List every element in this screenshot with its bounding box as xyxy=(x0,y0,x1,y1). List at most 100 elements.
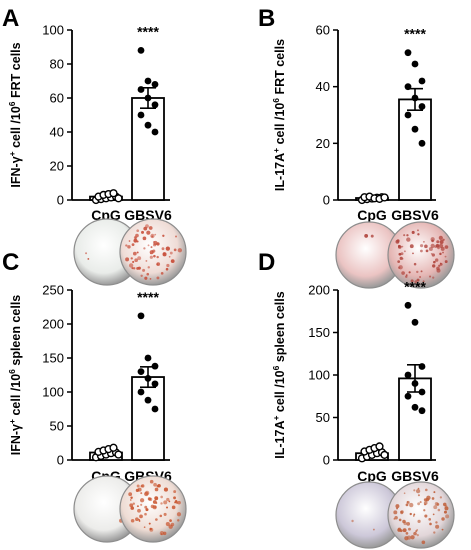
y-axis-label-part: FRT cells xyxy=(273,39,287,98)
elispot-spot xyxy=(405,275,408,278)
elispot-spot xyxy=(420,270,423,273)
elispot-spot xyxy=(402,528,407,533)
elispot-spot xyxy=(432,513,435,516)
elispot-spot xyxy=(439,239,444,244)
elispot-spot xyxy=(144,276,148,280)
elispot-spot xyxy=(137,508,141,513)
y-axis-label-part: cell /10 xyxy=(9,374,23,419)
elispot-spot xyxy=(436,266,440,271)
y-axis-label-superscript: 6 xyxy=(271,98,281,103)
elispot-spot xyxy=(430,252,433,255)
y-tick-label: 200 xyxy=(308,283,330,298)
elispot-spot xyxy=(160,533,163,535)
data-point xyxy=(411,125,419,133)
elispot-spot xyxy=(165,267,169,271)
y-tick-label: 150 xyxy=(308,325,330,340)
elispot-spot xyxy=(430,243,435,248)
elispot-spot xyxy=(429,275,432,278)
elispot-spot xyxy=(165,246,170,251)
data-point xyxy=(151,128,159,136)
elispot-spot xyxy=(438,235,443,240)
panel-d: D 0 50 100 150 200 IL-17A+ cell /106 spleen ce… xyxy=(258,249,455,549)
elispot-spot xyxy=(441,517,445,521)
elispot-spot xyxy=(435,521,438,524)
elispot-spot xyxy=(153,254,156,258)
y-tick-label: 50 xyxy=(50,419,64,434)
elispot-spot xyxy=(423,501,428,505)
elispot-spot xyxy=(173,490,177,494)
elispot-spot xyxy=(148,226,153,230)
elispot-spot xyxy=(419,501,422,504)
y-axis-label-superscript: 6 xyxy=(271,365,281,370)
data-point-open xyxy=(380,450,389,460)
elispot-spot xyxy=(154,496,159,501)
data-point xyxy=(418,139,426,147)
panel-b: B 0 20 40 60 IL-17A+ cell /106 FRT cells CpG GB… xyxy=(258,5,455,289)
elispot-spot xyxy=(409,244,414,249)
elispot-spot xyxy=(428,517,432,521)
elispot-spot xyxy=(412,515,415,517)
data-point xyxy=(137,312,145,320)
elispot-spot xyxy=(127,245,131,249)
elispot-spot xyxy=(147,266,150,269)
elispot-spot xyxy=(393,517,396,520)
elispot-spot xyxy=(153,482,157,487)
elispot-spot xyxy=(439,496,443,499)
elispot-spot xyxy=(130,257,133,260)
y-tick-label: 40 xyxy=(50,125,64,140)
elispot-spot xyxy=(442,502,447,507)
elispot-spot xyxy=(401,257,404,260)
data-point xyxy=(137,47,145,54)
elispot-spot xyxy=(163,252,166,255)
y-tick-label: 40 xyxy=(316,79,330,94)
elispot-spot xyxy=(423,241,425,243)
data-point xyxy=(404,83,412,91)
elispot-spot xyxy=(417,519,421,523)
elispot-spot xyxy=(402,519,406,524)
elispot-spot xyxy=(125,257,130,262)
elispot-spot xyxy=(169,519,172,522)
elispot-spot xyxy=(132,251,137,256)
elispot-spot xyxy=(401,245,404,248)
elispot-spot xyxy=(154,487,159,492)
elispot-spot xyxy=(403,250,406,253)
elispot-spot xyxy=(431,253,435,257)
elispot-spot xyxy=(426,495,431,500)
category-label: CpG xyxy=(357,207,387,223)
elispot-spot xyxy=(136,229,140,233)
y-axis-label-superscript: + xyxy=(271,416,281,421)
elispot-spot xyxy=(419,244,424,248)
bar xyxy=(131,97,165,201)
elispot-spot xyxy=(142,268,146,272)
data-point-open xyxy=(375,442,384,451)
elispot-spot xyxy=(438,264,441,267)
y-axis-label-part: cell /10 xyxy=(273,103,287,148)
elispot-spot xyxy=(413,513,416,516)
elispot-spot xyxy=(173,496,176,500)
data-point-open xyxy=(109,189,118,198)
y-axis-label-part: spleen cells xyxy=(273,291,287,365)
elispot-spot xyxy=(177,519,180,522)
data-point xyxy=(144,94,152,102)
data-point xyxy=(404,49,412,57)
elispot-spot xyxy=(136,251,139,254)
data-point xyxy=(137,86,145,93)
elispot-spot xyxy=(444,245,449,249)
data-point-open xyxy=(109,443,118,452)
data-point xyxy=(137,388,145,396)
elispot-spot xyxy=(174,500,178,504)
elispot-spot xyxy=(403,492,406,495)
y-tick-label: 150 xyxy=(42,351,64,366)
elispot-spot xyxy=(130,518,135,523)
y-axis-label-part: IL-17A xyxy=(273,153,287,191)
elispot-spot xyxy=(421,540,426,545)
elispot-spot xyxy=(405,503,409,507)
elispot-spot xyxy=(163,512,167,516)
elispot-spot xyxy=(125,244,128,247)
elispot-spot xyxy=(442,238,445,242)
elispot-spot xyxy=(413,262,417,266)
elispot-spot xyxy=(140,492,143,495)
elispot-spot xyxy=(432,264,436,268)
elispot-spot xyxy=(397,245,402,249)
